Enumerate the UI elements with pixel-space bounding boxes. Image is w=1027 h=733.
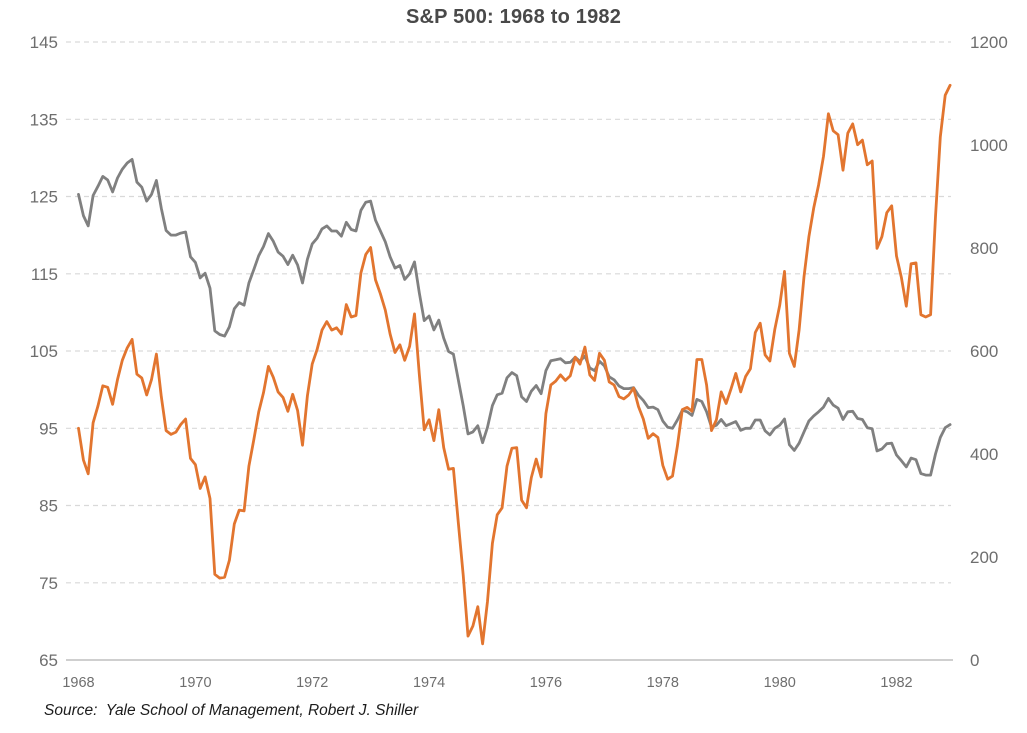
x-axis-tick-label: 1982 — [880, 675, 912, 691]
left-axis-tick-label: 75 — [39, 574, 58, 593]
left-axis-tick-label: 85 — [39, 496, 58, 515]
left-axis-tick-label: 65 — [39, 651, 58, 670]
x-axis-tick-label: 1972 — [296, 675, 328, 691]
left-axis-tick-label: 105 — [30, 342, 58, 361]
right-axis-tick-label: 400 — [970, 445, 998, 464]
source-caption: Source: Yale School of Management, Rober… — [44, 702, 419, 719]
x-axis-tick-label: 1976 — [530, 675, 562, 691]
left-axis-tick-label: 145 — [30, 33, 58, 52]
orange-line-left-axis — [77, 83, 952, 646]
gray-line-right-axis — [77, 157, 952, 477]
right-axis-tick-label: 200 — [970, 548, 998, 567]
right-axis-tick-label: 800 — [970, 239, 998, 258]
left-axis-tick-label: 95 — [39, 419, 58, 438]
right-axis-tick-label: 600 — [970, 342, 998, 361]
x-axis-tick-label: 1970 — [179, 675, 211, 691]
left-axis-tick-label: 135 — [30, 110, 58, 129]
x-axis-tick-label: 1980 — [764, 675, 796, 691]
chart-title: S&P 500: 1968 to 1982 — [405, 6, 622, 28]
left-axis-tick-label: 115 — [31, 265, 58, 284]
x-axis-tick-label: 1968 — [62, 675, 94, 691]
x-axis-tick-label: 1974 — [413, 675, 445, 691]
right-axis-tick-label: 1200 — [970, 33, 1008, 52]
right-axis-tick-label: 0 — [970, 651, 979, 670]
x-axis-tick-label: 1978 — [647, 675, 679, 691]
right-axis-tick-label: 1000 — [970, 136, 1008, 155]
left-axis-tick-label: 125 — [30, 187, 58, 206]
